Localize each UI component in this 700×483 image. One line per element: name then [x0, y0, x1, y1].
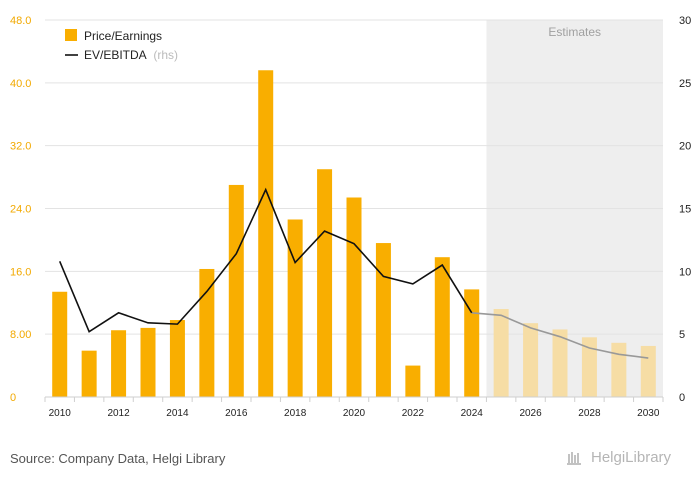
right-tick-label: 10 [679, 266, 691, 278]
left-tick-label: 40.0 [10, 78, 31, 90]
logo-text: HelgiLibrary [591, 449, 672, 466]
left-axis: 0 8.00 16.0 24.0 32.0 40.0 48.0 [10, 15, 31, 404]
pe-bar [523, 323, 539, 397]
left-tick-label: 32.0 [10, 141, 31, 153]
pe-bar [434, 257, 450, 397]
estimates-label: Estimates [548, 25, 601, 39]
x-tick-label: 2030 [637, 408, 660, 419]
x-axis-ticks: 2010 2012 2014 2016 2018 2020 2022 2024 2026 2028… [44, 397, 664, 419]
right-tick-label: 5 [679, 329, 685, 341]
right-tick-label: 15 [679, 204, 691, 216]
pe-bar [552, 329, 568, 397]
pe-bar [228, 184, 244, 397]
ev-ebitda-estimate-line [471, 312, 649, 359]
left-tick-label: 16.0 [10, 266, 31, 278]
x-tick-label: 2024 [461, 408, 484, 419]
pe-bar [493, 309, 509, 397]
pe-bar [199, 268, 215, 397]
pe-bar [640, 345, 656, 397]
ev-ebitda-historical-line [58, 187, 473, 333]
pe-bar [81, 350, 97, 397]
right-tick-label: 25 [679, 78, 691, 90]
right-tick-label: 20 [679, 141, 691, 153]
right-tick-label: 0 [679, 392, 685, 404]
x-tick-label: 2020 [343, 408, 366, 419]
pe-bar [375, 243, 391, 397]
source-note: Source: Company Data, Helgi Library [10, 451, 226, 466]
legend-line-label: EV/EBITDA (rhs) [84, 48, 178, 62]
x-tick-label: 2028 [578, 408, 601, 419]
legend-line-name: EV/EBITDA [84, 48, 147, 62]
library-icon [567, 451, 581, 465]
left-tick-label: 48.0 [10, 15, 31, 27]
left-tick-label: 24.0 [10, 204, 31, 216]
legend: Price/Earnings EV/EBITDA (rhs) [65, 29, 178, 62]
pe-bar [464, 289, 480, 397]
pe-bar [346, 197, 362, 397]
price-earnings-bars [52, 70, 656, 398]
x-tick-label: 2016 [225, 408, 248, 419]
pe-bar [111, 330, 127, 397]
pe-bar [169, 320, 185, 397]
ev-ebitda-line [58, 187, 649, 359]
x-tick-label: 2018 [284, 408, 307, 419]
left-tick-label: 0 [10, 392, 16, 404]
chart: Estimates 0 8.00 16.0 24.0 32.0 40.0 48.0 0 5 10… [10, 15, 691, 419]
x-tick-label: 2022 [402, 408, 425, 419]
x-tick-label: 2012 [107, 408, 130, 419]
pe-bar [140, 327, 156, 397]
pe-bar [258, 70, 274, 398]
pe-bar [611, 342, 627, 397]
legend-bar-label: Price/Earnings [84, 29, 162, 43]
legend-bar-swatch [65, 29, 77, 41]
right-tick-label: 30 [679, 15, 691, 27]
pe-bar [317, 169, 333, 397]
legend-line-suffix: (rhs) [153, 48, 178, 62]
right-axis: 0 5 10 15 20 25 30 [679, 15, 691, 404]
x-tick-label: 2026 [519, 408, 542, 419]
x-tick-label: 2014 [166, 408, 189, 419]
x-tick-label: 2010 [49, 408, 72, 419]
left-tick-label: 8.00 [10, 329, 31, 341]
pe-bar [287, 219, 303, 397]
pe-bar [52, 291, 68, 397]
helgi-library-logo: HelgiLibrary [567, 449, 671, 466]
pe-bar [405, 365, 421, 397]
pe-bar [581, 337, 597, 397]
